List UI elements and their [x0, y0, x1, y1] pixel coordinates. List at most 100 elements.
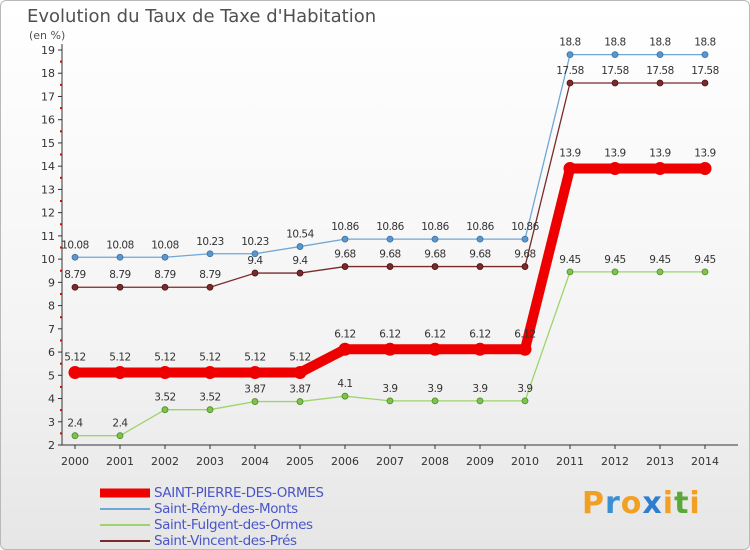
y-tick-label: 12 [41, 207, 55, 220]
data-point [158, 366, 172, 380]
data-point [518, 342, 532, 356]
y-tick-label: 9 [48, 276, 55, 289]
data-label: 17.58 [556, 65, 584, 77]
data-label: 10.86 [331, 221, 359, 233]
logo-letter: x [642, 486, 663, 521]
legend-item: Saint-Rémy-des-Monts [100, 501, 420, 517]
data-point [383, 342, 397, 356]
data-point [71, 283, 79, 291]
data-label: 8.79 [154, 269, 175, 281]
y-tick-label: 16 [41, 114, 55, 127]
data-point [563, 162, 577, 175]
legend-swatch [100, 488, 150, 498]
data-point [248, 366, 262, 380]
y-minor-tick [60, 292, 62, 295]
data-label: 8.79 [109, 269, 130, 281]
data-point [338, 342, 352, 356]
y-tick-label: 5 [48, 369, 55, 382]
x-tick-label: 2007 [376, 455, 404, 468]
data-point [116, 253, 124, 261]
data-label: 5.12 [199, 352, 220, 364]
x-tick-label: 2009 [466, 455, 494, 468]
y-minor-tick [60, 60, 62, 63]
x-tick-label: 2011 [556, 455, 584, 468]
data-point [386, 397, 394, 405]
data-point [251, 269, 259, 277]
x-tick-label: 2010 [511, 455, 539, 468]
data-point [386, 263, 394, 270]
data-point [431, 263, 439, 270]
data-label: 10.86 [421, 221, 449, 233]
data-point [206, 283, 214, 291]
y-tick-label: 4 [48, 393, 55, 406]
data-point [428, 342, 442, 356]
y-tick-label: 15 [41, 137, 55, 150]
chart-unit-label: (en %) [29, 29, 66, 42]
data-point [611, 79, 619, 87]
data-point [521, 235, 529, 243]
data-label: 3.9 [472, 383, 487, 395]
data-label: 18.8 [649, 37, 670, 49]
y-minor-tick [60, 316, 62, 319]
data-point [701, 79, 709, 87]
x-tick-label: 2001 [106, 455, 134, 468]
y-tick-label: 13 [41, 183, 55, 196]
data-label: 10.08 [106, 239, 134, 251]
x-tick-label: 2004 [241, 455, 269, 468]
data-label: 4.1 [337, 378, 352, 390]
data-label: 3.87 [289, 384, 310, 396]
data-label: 8.79 [199, 269, 220, 281]
data-label: 5.12 [64, 352, 85, 364]
data-label: 18.8 [604, 37, 625, 49]
data-label: 10.54 [286, 229, 314, 241]
data-label: 6.12 [424, 328, 445, 340]
data-point [161, 283, 169, 291]
data-point [161, 253, 169, 261]
data-point [71, 253, 79, 261]
data-label: 6.12 [379, 328, 400, 340]
data-label: 5.12 [154, 352, 175, 364]
legend-label: Saint-Fulgent-des-Ormes [154, 517, 313, 533]
data-label: 9.4 [247, 255, 263, 267]
data-label: 13.9 [604, 148, 625, 160]
data-label: 18.8 [559, 37, 580, 49]
data-point [161, 406, 169, 414]
data-label: 3.9 [382, 383, 397, 395]
y-minor-tick [60, 176, 62, 179]
legend-item: Saint-Fulgent-des-Ormes [100, 517, 420, 533]
y-minor-tick [60, 409, 62, 412]
data-label: 9.68 [514, 249, 535, 261]
data-label: 2.4 [112, 418, 128, 430]
data-point [653, 162, 667, 175]
data-label: 13.9 [559, 148, 580, 160]
y-tick-label: 7 [48, 323, 55, 336]
data-point [521, 397, 529, 405]
x-tick-label: 2002 [151, 455, 179, 468]
data-label: 10.86 [376, 221, 404, 233]
data-label: 17.58 [646, 65, 674, 77]
data-label: 10.08 [151, 239, 179, 251]
y-minor-tick [60, 130, 62, 133]
logo-letter: i [689, 486, 701, 521]
data-point [293, 366, 307, 380]
data-label: 17.58 [691, 65, 719, 77]
x-tick-label: 2003 [196, 455, 224, 468]
data-point [476, 397, 484, 405]
logo-letter: t [674, 486, 690, 521]
data-point [296, 243, 304, 250]
data-label: 3.52 [154, 392, 175, 404]
data-point [386, 235, 394, 243]
data-point [656, 79, 664, 87]
data-point [341, 235, 349, 243]
logo-letter: r [605, 486, 621, 521]
data-point [71, 432, 79, 440]
data-label: 6.12 [469, 328, 490, 340]
data-label: 3.9 [427, 383, 442, 395]
y-tick-label: 19 [41, 44, 55, 57]
y-minor-tick [60, 432, 62, 435]
chart-title: Evolution du Taux de Taxe d'Habitation [27, 6, 377, 27]
data-label: 3.87 [244, 384, 265, 396]
data-label: 9.68 [424, 249, 445, 261]
y-minor-tick [60, 362, 62, 365]
